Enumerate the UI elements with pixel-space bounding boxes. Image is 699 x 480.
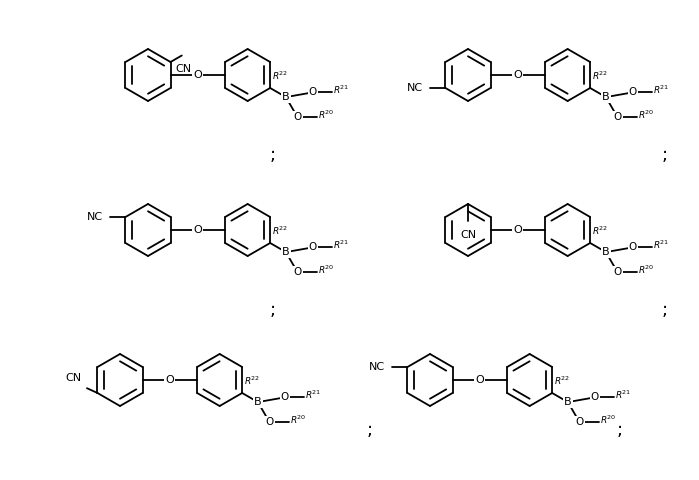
Text: O: O <box>614 112 621 122</box>
Text: ;: ; <box>270 301 276 319</box>
Text: O: O <box>309 87 317 97</box>
Text: O: O <box>194 225 202 235</box>
Text: $R^{21}$: $R^{21}$ <box>305 388 322 400</box>
Text: $R^{21}$: $R^{21}$ <box>333 83 350 96</box>
Text: O: O <box>591 392 599 402</box>
Text: B: B <box>602 92 610 102</box>
Text: NC: NC <box>87 212 103 222</box>
Text: ;: ; <box>270 146 276 164</box>
Text: $R^{21}$: $R^{21}$ <box>654 238 670 251</box>
Text: $R^{22}$: $R^{22}$ <box>272 225 289 238</box>
Text: ;: ; <box>367 421 373 439</box>
Text: O: O <box>166 375 174 385</box>
Text: O: O <box>281 392 289 402</box>
Text: O: O <box>475 375 484 385</box>
Text: O: O <box>294 112 302 122</box>
Text: O: O <box>575 418 584 427</box>
Text: $R^{20}$: $R^{20}$ <box>318 108 335 120</box>
Text: ;: ; <box>662 301 668 319</box>
Text: B: B <box>282 247 289 257</box>
Text: $R^{20}$: $R^{20}$ <box>638 108 655 120</box>
Text: O: O <box>194 70 202 80</box>
Text: CN: CN <box>460 230 476 240</box>
Text: O: O <box>628 87 637 97</box>
Text: ;: ; <box>617 421 623 439</box>
Text: $R^{20}$: $R^{20}$ <box>290 413 307 426</box>
Text: $R^{20}$: $R^{20}$ <box>318 263 335 276</box>
Text: CN: CN <box>66 373 82 383</box>
Text: $R^{21}$: $R^{21}$ <box>333 238 350 251</box>
Text: O: O <box>294 267 302 277</box>
Text: O: O <box>628 242 637 252</box>
Text: ;: ; <box>662 146 668 164</box>
Text: O: O <box>266 418 274 427</box>
Text: O: O <box>514 70 522 80</box>
Text: $R^{22}$: $R^{22}$ <box>272 70 289 83</box>
Text: $R^{22}$: $R^{22}$ <box>554 375 570 387</box>
Text: $R^{20}$: $R^{20}$ <box>638 263 655 276</box>
Text: B: B <box>602 247 610 257</box>
Text: $R^{20}$: $R^{20}$ <box>600 413 617 426</box>
Text: B: B <box>254 397 261 407</box>
Text: O: O <box>614 267 621 277</box>
Text: $R^{22}$: $R^{22}$ <box>592 225 609 238</box>
Text: B: B <box>564 397 572 407</box>
Text: NC: NC <box>368 362 384 372</box>
Text: CN: CN <box>175 63 192 73</box>
Text: O: O <box>309 242 317 252</box>
Text: NC: NC <box>407 83 423 93</box>
Text: $R^{21}$: $R^{21}$ <box>615 388 632 400</box>
Text: $R^{22}$: $R^{22}$ <box>244 375 261 387</box>
Text: $R^{21}$: $R^{21}$ <box>654 83 670 96</box>
Text: B: B <box>282 92 289 102</box>
Text: O: O <box>514 225 522 235</box>
Text: $R^{22}$: $R^{22}$ <box>592 70 609 83</box>
